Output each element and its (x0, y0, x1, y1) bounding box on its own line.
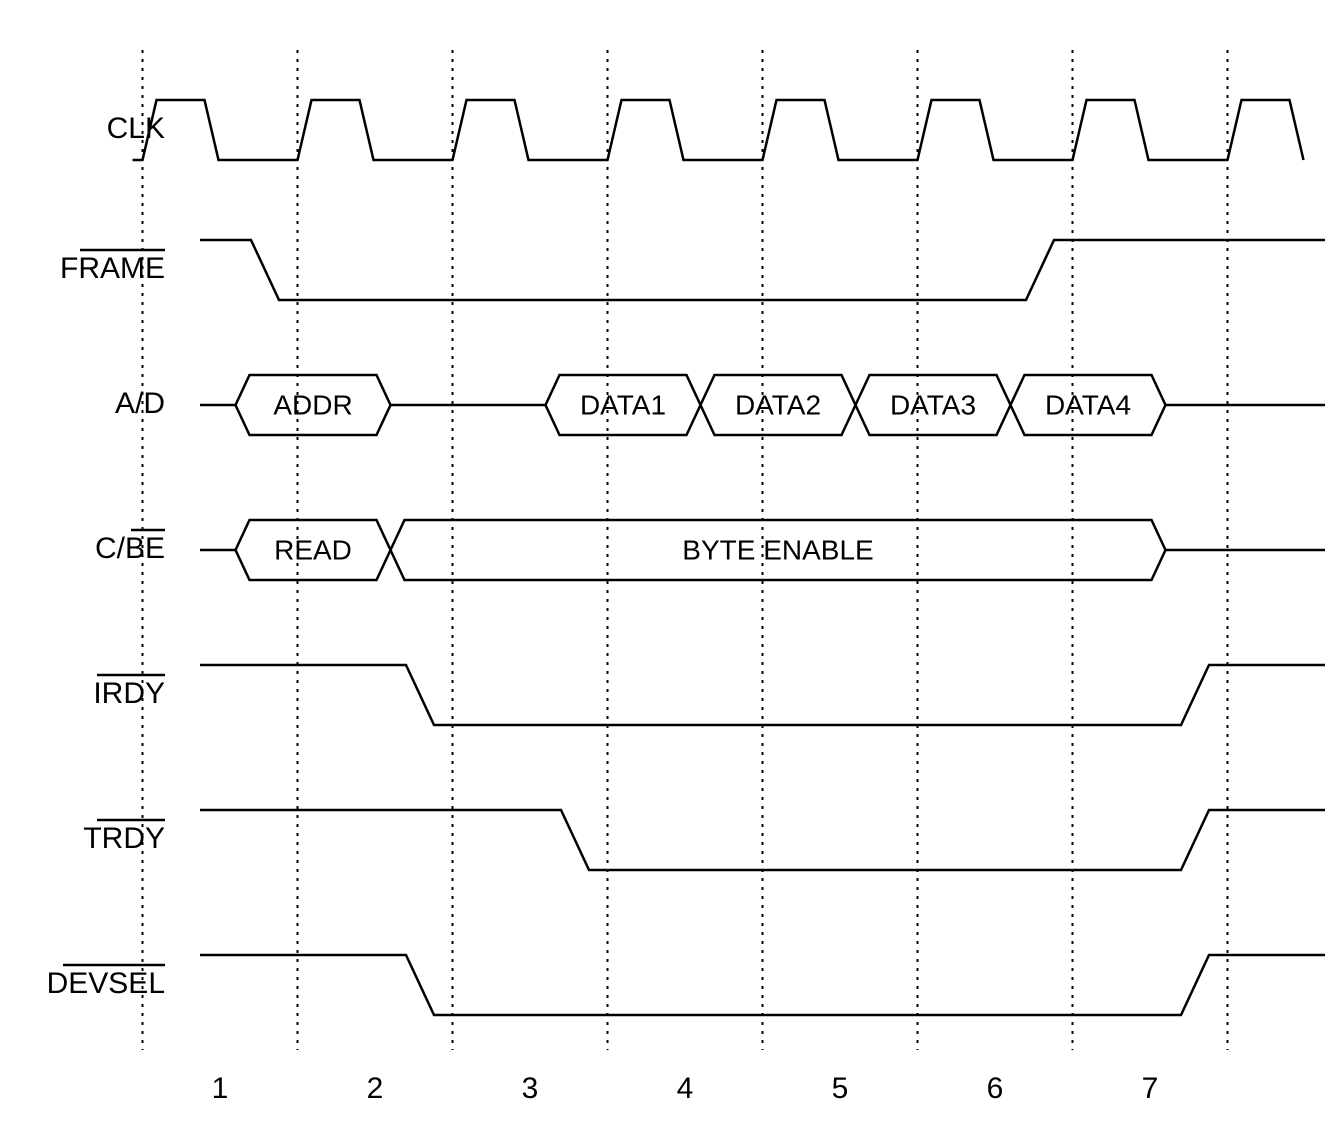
ad-packet-label: DATA1 (580, 389, 666, 420)
cbe-packet-label: BYTE ENABLE (682, 534, 873, 565)
signal-label-trdy: TRDY (83, 822, 165, 855)
signal-label-irdy: IRDY (93, 677, 165, 710)
cycle-number: 5 (832, 1072, 849, 1105)
cycle-number: 2 (367, 1072, 384, 1105)
cycle-number: 6 (987, 1072, 1004, 1105)
cycle-number: 1 (212, 1072, 229, 1105)
ad-packet-label: ADDR (273, 389, 352, 420)
cycle-number: 7 (1142, 1072, 1159, 1105)
cbe-packet-label: READ (274, 534, 352, 565)
clk-wave (133, 100, 1304, 160)
cycle-number: 4 (677, 1072, 694, 1105)
ad-packet-label: DATA2 (735, 389, 821, 420)
signal-label-cbe: C/BE (95, 532, 165, 565)
ad-packet-label: DATA3 (890, 389, 976, 420)
timing-diagram: CLK FRAME A/D C/BE IRDY TRDY DEVSEL ADDR DATA1 DA… (20, 20, 1329, 1127)
cycle-number: 3 (522, 1072, 539, 1105)
signal-label-frame: FRAME (60, 252, 165, 285)
ad-packet-label: DATA4 (1045, 389, 1131, 420)
signal-label-clk: CLK (107, 112, 165, 145)
signal-label-ad: A/D (115, 387, 165, 420)
signal-label-devsel: DEVSEL (47, 967, 165, 1000)
